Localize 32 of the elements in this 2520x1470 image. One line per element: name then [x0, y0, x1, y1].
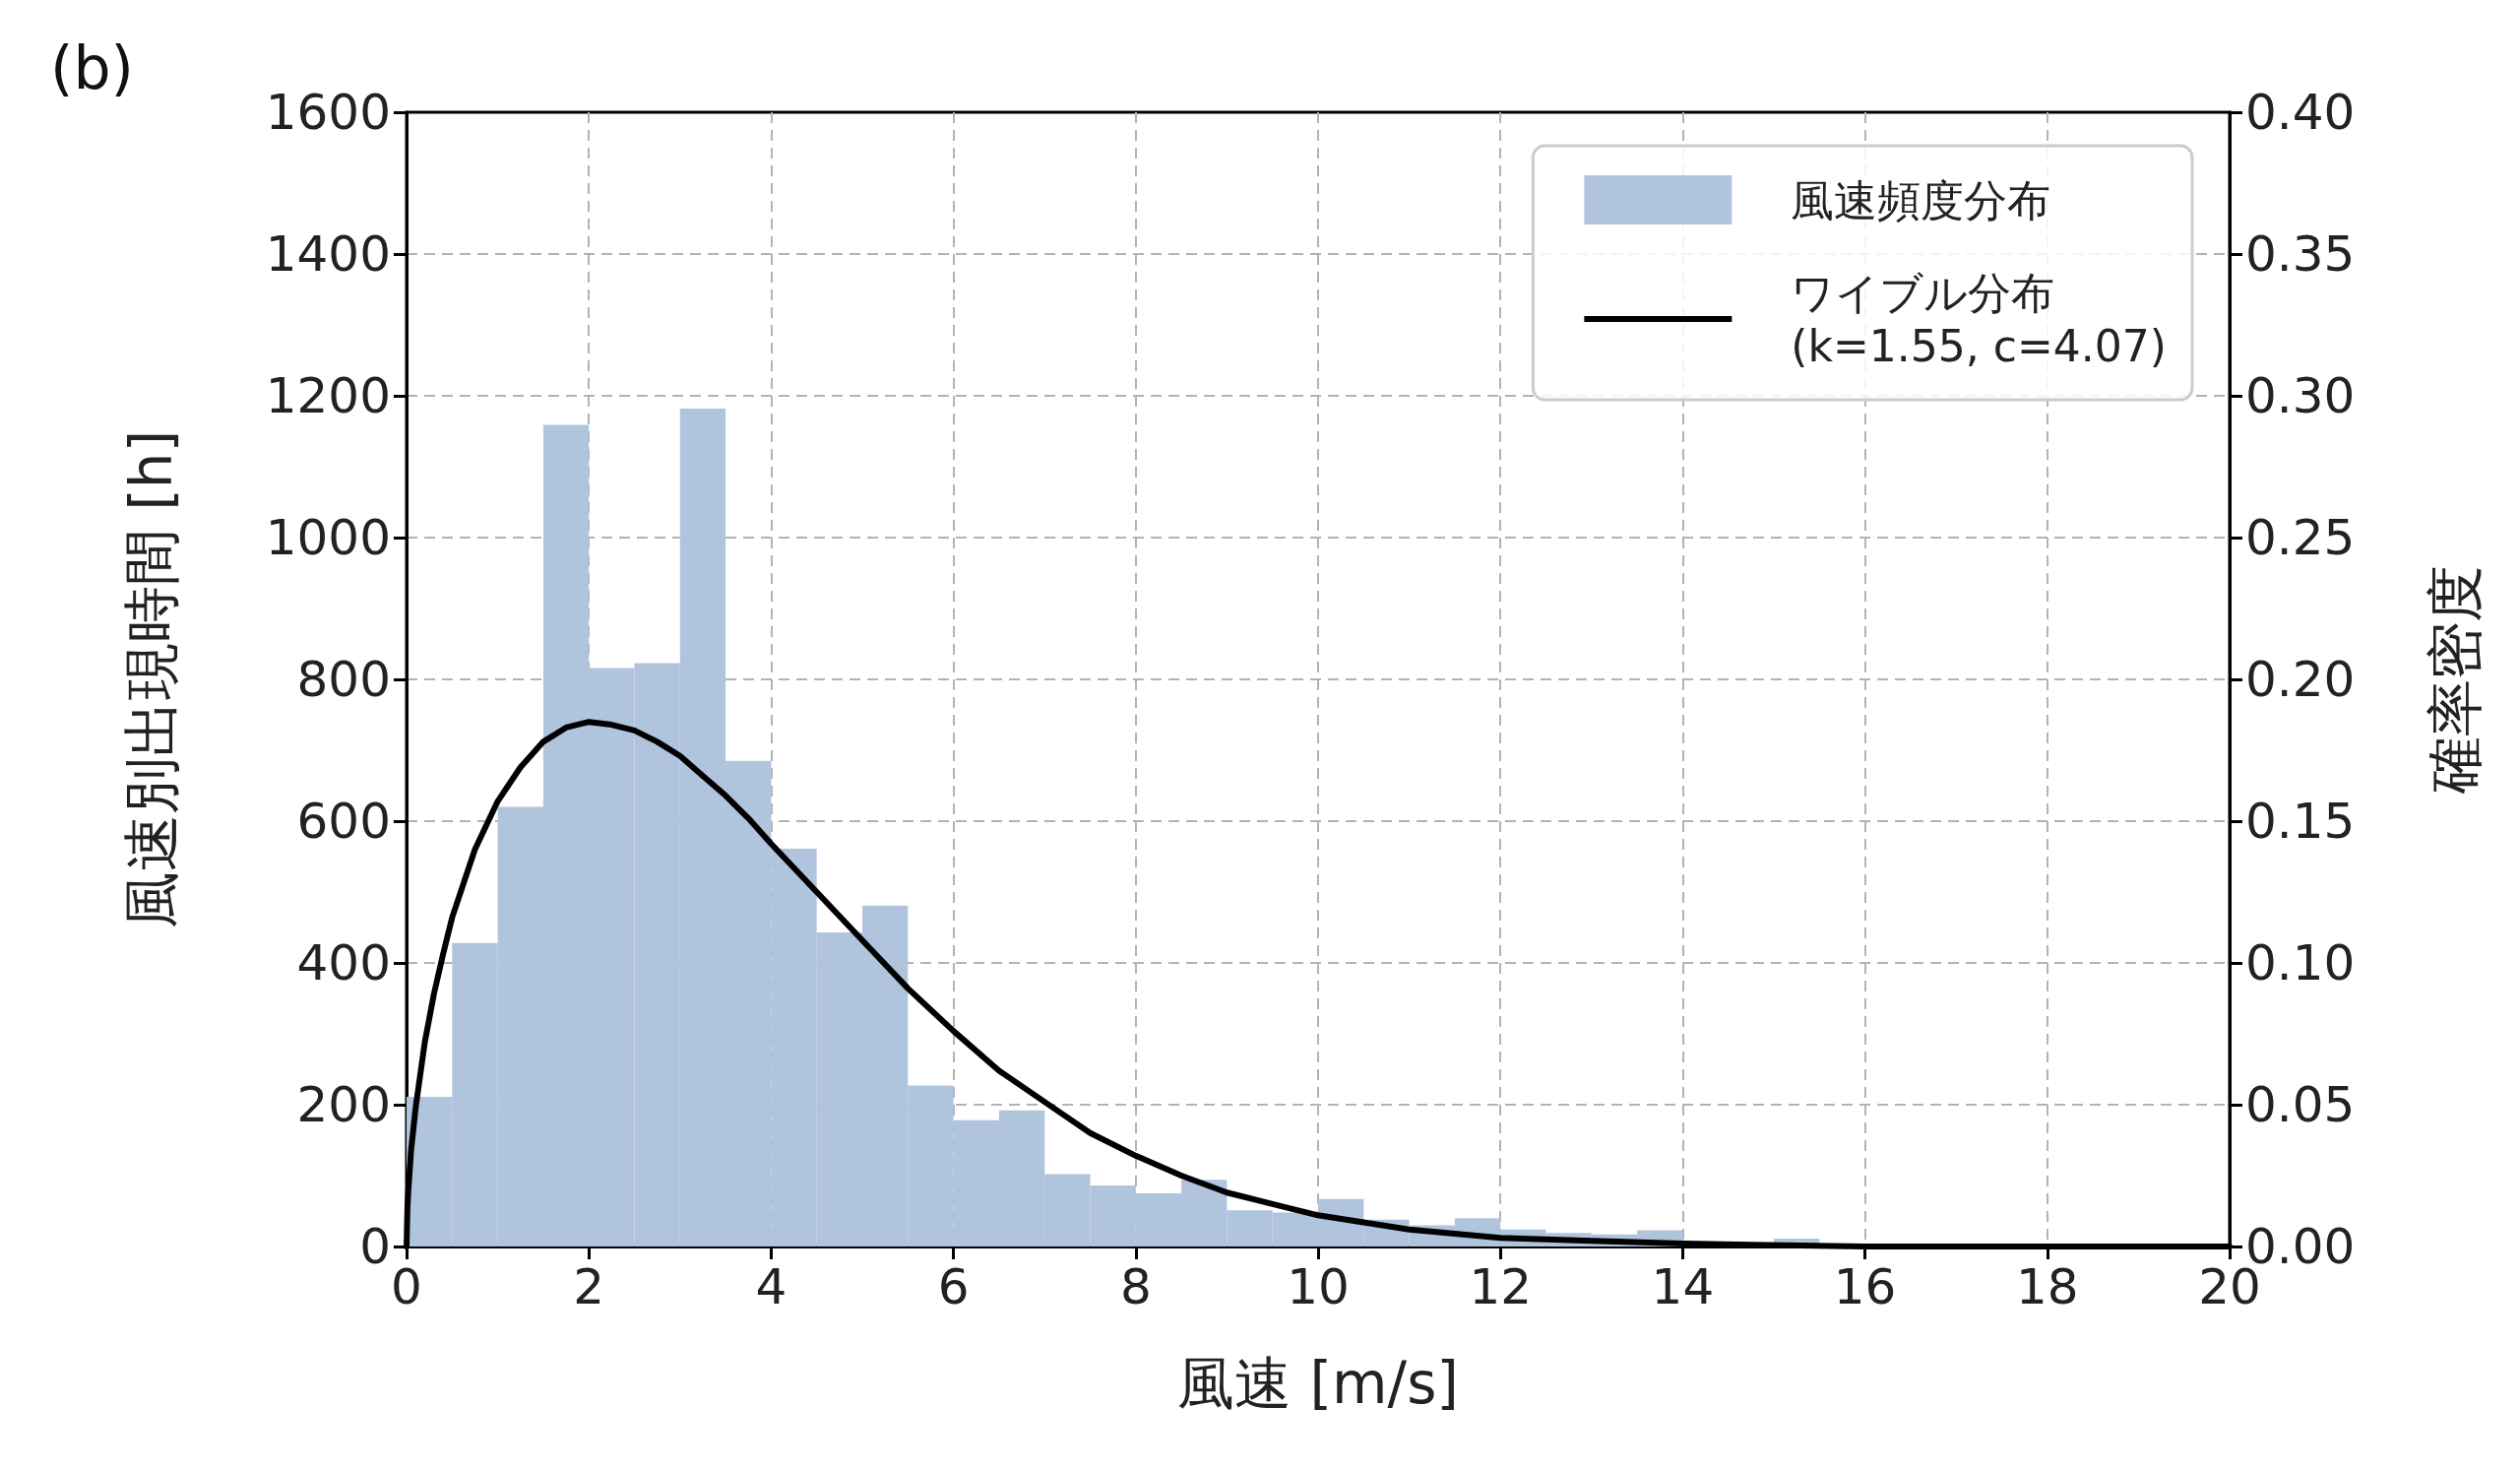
y2-tick-label: 0.40 [2245, 84, 2356, 141]
x-tick-label: 4 [755, 1258, 788, 1315]
x-tick-label: 8 [1119, 1258, 1152, 1315]
y-tick-label: 1400 [265, 225, 391, 283]
legend-label: 風速頻度分布 [1791, 174, 2051, 225]
y2-tick-label: 0.30 [2245, 367, 2356, 424]
y2-tick-label: 0.10 [2245, 934, 2356, 991]
y-tick-label: 200 [296, 1076, 391, 1133]
y-tick-label: 400 [296, 934, 391, 991]
y2-tick-label: 0.15 [2245, 793, 2356, 850]
x-tick-label: 16 [1833, 1258, 1897, 1315]
x-tick-label: 14 [1651, 1258, 1715, 1315]
y2-axis-title: 確率密度 [2422, 565, 2488, 795]
x-tick-label: 6 [937, 1258, 970, 1315]
x-tick-label: 10 [1287, 1258, 1350, 1315]
y2-tick-label: 0.35 [2245, 225, 2356, 283]
x-tick-label: 2 [573, 1258, 605, 1315]
legend-label: ワイブル分布 (k=1.55, c=4.07) [1791, 267, 2168, 371]
x-tick-label: 12 [1469, 1258, 1533, 1315]
x-tick-label: 18 [2015, 1258, 2079, 1315]
y-tick-label: 800 [296, 651, 391, 708]
y-tick-label: 1000 [265, 509, 391, 566]
y-tick-label: 0 [359, 1218, 391, 1275]
x-axis-title: 風速 [m/s] [1177, 1350, 1459, 1417]
y2-tick-label: 0.25 [2245, 509, 2356, 566]
chart-title: (b) [50, 33, 134, 102]
y-tick-label: 1600 [265, 84, 391, 141]
y2-tick-label: 0.05 [2245, 1076, 2356, 1133]
y2-tick-label: 0.20 [2245, 651, 2356, 708]
y-tick-label: 600 [296, 793, 391, 850]
y-tick-label: 1200 [265, 367, 391, 424]
y-axis-title: 風速別出現時間 [h] [118, 429, 185, 929]
